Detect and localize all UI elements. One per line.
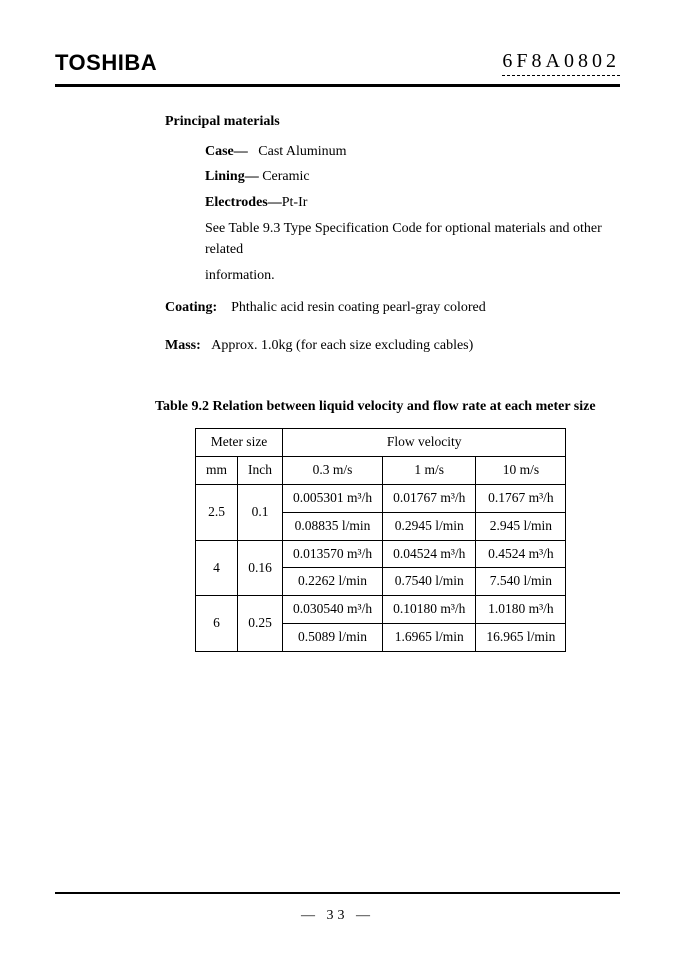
th-vel-2: 1 m/s <box>383 456 476 484</box>
th-mm: mm <box>196 456 238 484</box>
cell-value: 0.2945 l/min <box>383 512 476 540</box>
spec-case-val: Cast Aluminum <box>258 144 346 159</box>
spec-lining-val: Ceramic <box>262 169 309 184</box>
cell-value: 0.7540 l/min <box>383 568 476 596</box>
th-vel-1: 0.3 m/s <box>283 456 383 484</box>
spec-lining: Lining— Ceramic <box>205 166 620 188</box>
cell-value: 0.1767 m³/h <box>476 484 566 512</box>
section-title: Principal materials <box>165 111 620 133</box>
coating-label: Coating: <box>165 297 217 319</box>
cell-mm: 6 <box>196 596 238 652</box>
table-row: 2.5 0.1 0.005301 m³/h 0.01767 m³/h 0.176… <box>196 484 566 512</box>
coating-line: Coating: Phthalic acid resin coating pea… <box>165 297 620 319</box>
cell-value: 2.945 l/min <box>476 512 566 540</box>
cell-value: 0.01767 m³/h <box>383 484 476 512</box>
table-caption: Table 9.2 Relation between liquid veloci… <box>155 396 620 418</box>
top-rule <box>55 84 620 87</box>
cell-value: 0.2262 l/min <box>283 568 383 596</box>
flow-table: Meter size Flow velocity mm Inch 0.3 m/s… <box>195 428 566 652</box>
content-block: Principal materials Case— Cast Aluminum … <box>165 111 620 652</box>
spec-electrodes: Electrodes—Pt-Ir <box>205 192 620 214</box>
cell-value: 1.6965 l/min <box>383 624 476 652</box>
cell-value: 7.540 l/min <box>476 568 566 596</box>
table-header-row-2: mm Inch 0.3 m/s 1 m/s 10 m/s <box>196 456 566 484</box>
brand-logo: TOSHIBA <box>55 50 157 76</box>
table-row: 6 0.25 0.030540 m³/h 0.10180 m³/h 1.0180… <box>196 596 566 624</box>
bottom-rule <box>55 892 620 894</box>
cell-value: 1.0180 m³/h <box>476 596 566 624</box>
th-flow-velocity: Flow velocity <box>283 428 566 456</box>
cell-mm: 4 <box>196 540 238 596</box>
mass-line: Mass: Approx. 1.0kg (for each size exclu… <box>165 335 620 357</box>
spec-note-2: information. <box>205 265 620 287</box>
mass-val: Approx. 1.0kg (for each size excluding c… <box>211 338 473 353</box>
spec-case-label: Case— <box>205 144 248 159</box>
cell-value: 0.5089 l/min <box>283 624 383 652</box>
cell-inch: 0.25 <box>238 596 283 652</box>
cell-inch: 0.1 <box>238 484 283 540</box>
header-row: TOSHIBA 6F8A0802 <box>55 50 620 76</box>
table-row: 4 0.16 0.013570 m³/h 0.04524 m³/h 0.4524… <box>196 540 566 568</box>
th-meter-size: Meter size <box>196 428 283 456</box>
cell-value: 0.4524 m³/h <box>476 540 566 568</box>
spec-note-1: See Table 9.3 Type Specification Code fo… <box>205 218 620 261</box>
spec-electrodes-val: Pt-Ir <box>282 195 308 210</box>
cell-inch: 0.16 <box>238 540 283 596</box>
spec-electrodes-label: Electrodes— <box>205 195 282 210</box>
cell-value: 16.965 l/min <box>476 624 566 652</box>
th-inch: Inch <box>238 456 283 484</box>
table-header-row-1: Meter size Flow velocity <box>196 428 566 456</box>
cell-value: 0.04524 m³/h <box>383 540 476 568</box>
document-page: TOSHIBA 6F8A0802 Principal materials Cas… <box>0 0 675 954</box>
coating-val: Phthalic acid resin coating pearl-gray c… <box>231 300 486 315</box>
mass-label: Mass: <box>165 335 201 357</box>
cell-value: 0.08835 l/min <box>283 512 383 540</box>
spec-case: Case— Cast Aluminum <box>205 141 620 163</box>
cell-mm: 2.5 <box>196 484 238 540</box>
cell-value: 0.030540 m³/h <box>283 596 383 624</box>
document-number: 6F8A0802 <box>502 50 620 76</box>
spec-lining-label: Lining— <box>205 169 259 184</box>
cell-value: 0.10180 m³/h <box>383 596 476 624</box>
page-number: — 33 — <box>0 908 675 924</box>
th-vel-3: 10 m/s <box>476 456 566 484</box>
cell-value: 0.013570 m³/h <box>283 540 383 568</box>
cell-value: 0.005301 m³/h <box>283 484 383 512</box>
